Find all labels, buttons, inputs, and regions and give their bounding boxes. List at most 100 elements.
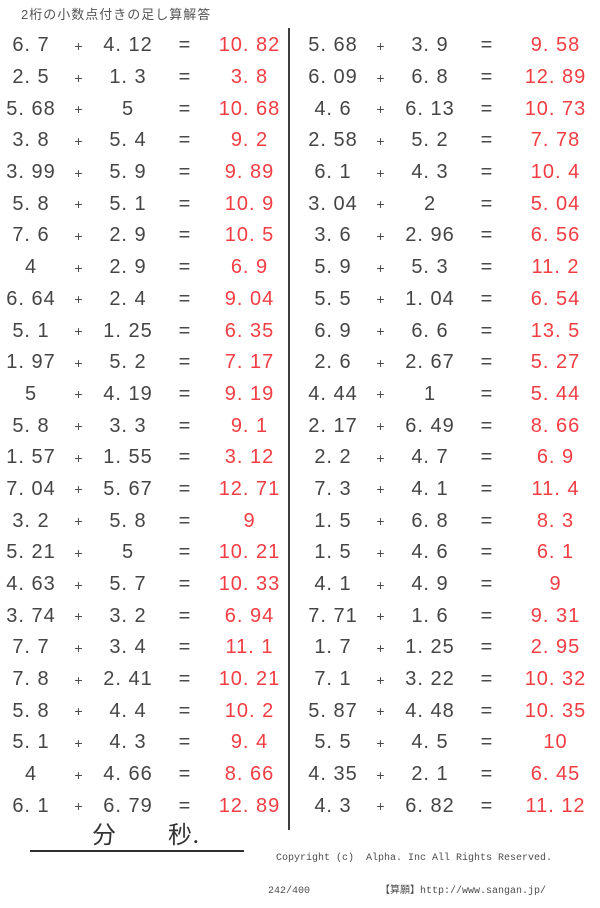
problem-row: 3. 04 +2 = 5. 04 xyxy=(302,188,599,220)
operand-a: 3. 99 xyxy=(6,161,56,184)
answer-value: 10. 21 xyxy=(218,541,281,564)
answer-value: 13. 5 xyxy=(530,319,581,342)
operand-a: 6. 1 xyxy=(314,161,352,184)
operand-a: 7. 04 xyxy=(6,477,56,500)
operand-b: 4. 19 xyxy=(103,382,153,405)
operand-a: 6. 7 xyxy=(12,34,50,57)
operand-b: 2 xyxy=(423,192,437,215)
column-divider xyxy=(288,28,290,830)
operand-a: 1. 5 xyxy=(314,541,352,564)
plus-icon: + xyxy=(74,576,84,593)
equals-sign: = xyxy=(178,446,192,469)
plus-icon: + xyxy=(376,576,386,593)
problem-row: 4. 63 +5. 7 = 10. 33 xyxy=(0,569,289,601)
equals-sign: = xyxy=(480,129,494,152)
operand-b: 3. 22 xyxy=(405,668,455,691)
operand-a: 7. 3 xyxy=(314,477,352,500)
answer-value: 9 xyxy=(243,509,256,532)
answer-value: 6. 9 xyxy=(536,446,575,469)
equals-sign: = xyxy=(480,668,494,691)
operand-a: 1. 7 xyxy=(314,636,352,659)
plus-icon: + xyxy=(376,132,386,149)
operand-b: 6. 49 xyxy=(405,414,455,437)
plus-icon: + xyxy=(376,164,386,181)
answer-value: 12. 89 xyxy=(524,66,587,89)
equals-sign: = xyxy=(178,731,192,754)
answer-value: 11. 4 xyxy=(531,477,580,500)
problems-column-right: 5. 68 +3. 9 = 9. 58 6. 09 +6. 8 = 12. 89 4. 6 +6.… xyxy=(289,30,599,822)
answer-value: 2. 95 xyxy=(530,636,581,659)
answer-value: 6. 9 xyxy=(230,256,269,279)
operand-b: 4. 1 xyxy=(411,477,449,500)
equals-sign: = xyxy=(178,477,192,500)
problem-row: 5. 87 +4. 48 = 10. 35 xyxy=(302,695,599,727)
equals-sign: = xyxy=(178,382,192,405)
operand-a: 2. 58 xyxy=(308,129,358,152)
problem-row: 4. 44 +1 = 5. 44 xyxy=(302,379,599,411)
equals-sign: = xyxy=(178,256,192,279)
answer-value: 10. 5 xyxy=(224,224,275,247)
operand-a: 7. 71 xyxy=(308,604,358,627)
equals-sign: = xyxy=(178,97,192,120)
problem-row: 5. 21 +5 = 10. 21 xyxy=(0,537,289,569)
page-title: 2桁の小数点付きの足し算解答 xyxy=(21,7,212,22)
operand-b: 3. 9 xyxy=(411,34,449,57)
operand-a: 6. 9 xyxy=(314,319,352,342)
equals-sign: = xyxy=(480,414,494,437)
problem-row: 6. 9 +6. 6 = 13. 5 xyxy=(302,315,599,347)
operand-a: 3. 8 xyxy=(12,129,50,152)
answer-value: 11. 12 xyxy=(525,794,586,817)
answer-value: 9. 89 xyxy=(224,161,275,184)
equals-sign: = xyxy=(480,573,494,596)
operand-a: 7. 6 xyxy=(12,224,50,247)
plus-icon: + xyxy=(74,259,84,276)
problem-row: 6. 1 +4. 3 = 10. 4 xyxy=(302,157,599,189)
operand-b: 4. 9 xyxy=(411,573,449,596)
equals-sign: = xyxy=(480,731,494,754)
operand-a: 4 xyxy=(24,256,38,279)
equals-sign: = xyxy=(480,794,494,817)
operand-a: 5. 8 xyxy=(12,699,50,722)
equals-sign: = xyxy=(480,636,494,659)
problem-row: 6. 09 +6. 8 = 12. 89 xyxy=(302,62,599,94)
problem-row: 7. 1 +3. 22 = 10. 32 xyxy=(302,664,599,696)
operand-b: 2. 4 xyxy=(109,287,147,310)
plus-icon: + xyxy=(74,196,84,213)
answer-value: 6. 94 xyxy=(224,604,275,627)
problem-row: 1. 5 +6. 8 = 8. 3 xyxy=(302,505,599,537)
operand-a: 7. 8 xyxy=(12,668,50,691)
problem-row: 5. 1 +4. 3 = 9. 4 xyxy=(0,727,289,759)
plus-icon: + xyxy=(74,386,84,403)
answer-value: 6. 1 xyxy=(536,541,575,564)
operand-a: 5. 87 xyxy=(308,699,358,722)
operand-b: 3. 2 xyxy=(109,604,147,627)
problem-row: 3. 6 +2. 96 = 6. 56 xyxy=(302,220,599,252)
operand-a: 1. 57 xyxy=(6,446,56,469)
operand-b: 3. 3 xyxy=(109,414,147,437)
problem-row: 5 +4. 19 = 9. 19 xyxy=(0,379,289,411)
plus-icon: + xyxy=(376,481,386,498)
plus-icon: + xyxy=(74,101,84,118)
operand-b: 5 xyxy=(121,97,135,120)
problem-row: 4 +2. 9 = 6. 9 xyxy=(0,252,289,284)
copyright-block: Copyright (c) Alpha. Inc All Rights Rese… xyxy=(268,831,568,908)
problem-row: 5. 1 +1. 25 = 6. 35 xyxy=(0,315,289,347)
operand-a: 2. 17 xyxy=(308,414,358,437)
operand-b: 6. 79 xyxy=(103,794,153,817)
problem-row: 7. 7 +3. 4 = 11. 1 xyxy=(0,632,289,664)
answer-value: 9. 19 xyxy=(224,382,275,405)
problem-row: 5. 5 +4. 5 = 10 xyxy=(302,727,599,759)
problem-row: 5. 9 +5. 3 = 11. 2 xyxy=(302,252,599,284)
plus-icon: + xyxy=(376,196,386,213)
equals-sign: = xyxy=(178,699,192,722)
equals-sign: = xyxy=(480,256,494,279)
equals-sign: = xyxy=(178,794,192,817)
plus-icon: + xyxy=(74,132,84,149)
operand-b: 2. 1 xyxy=(411,763,449,786)
equals-sign: = xyxy=(178,129,192,152)
plus-icon: + xyxy=(376,513,386,530)
operand-b: 4. 48 xyxy=(405,699,455,722)
page-number: 242/400 xyxy=(268,886,311,897)
equals-sign: = xyxy=(178,161,192,184)
equals-sign: = xyxy=(480,34,494,57)
